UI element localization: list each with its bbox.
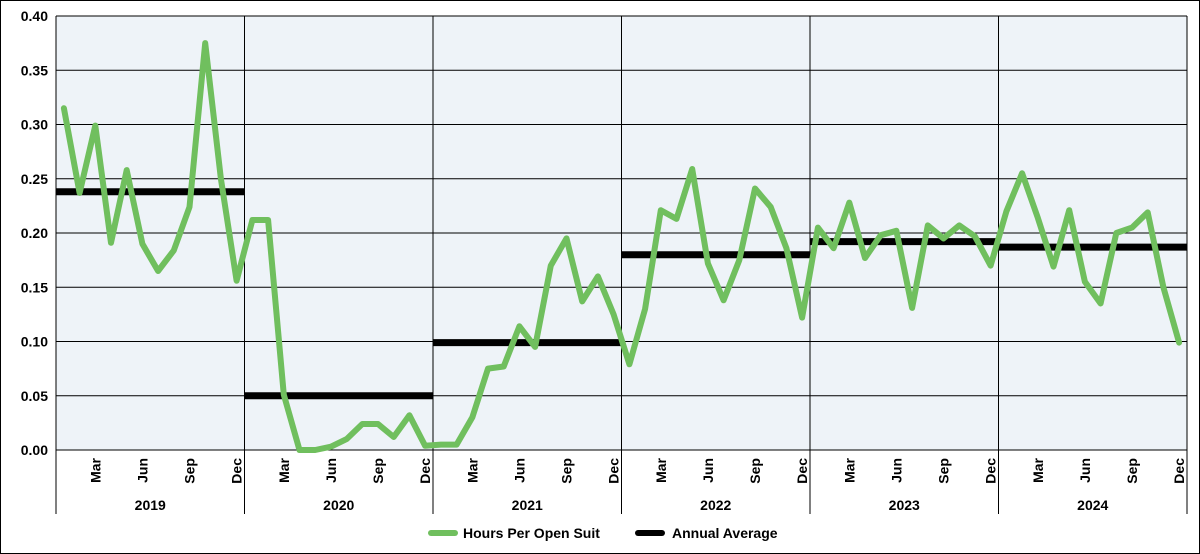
x-tick-label: Sep xyxy=(747,458,763,484)
x-tick-label: Sep xyxy=(936,458,952,484)
y-tick-label: 0.25 xyxy=(21,171,48,187)
x-tick-label: Sep xyxy=(1124,458,1140,484)
x-tick-label: Jun xyxy=(888,458,904,483)
x-tick-label: Dec xyxy=(983,458,999,484)
x-tick-label: Jun xyxy=(511,458,527,483)
legend: Hours Per Open Suit Annual Average xyxy=(428,525,778,541)
year-label: 2020 xyxy=(323,497,354,513)
y-tick-label: 0.30 xyxy=(21,117,48,133)
year-label: 2021 xyxy=(512,497,543,513)
x-tick-label: Sep xyxy=(370,458,386,484)
x-tick-label: Mar xyxy=(87,457,103,482)
x-tick-label: Dec xyxy=(417,458,433,484)
year-label: 2024 xyxy=(1077,497,1108,513)
y-tick-label: 0.20 xyxy=(21,225,48,241)
series-layer xyxy=(56,40,1187,453)
y-tick-label: 0.10 xyxy=(21,334,48,350)
x-tick-label: Jun xyxy=(700,458,716,483)
x-tick-label: Jun xyxy=(134,458,150,483)
y-tick-label: 0.00 xyxy=(21,442,48,458)
y-tick-label: 0.35 xyxy=(21,62,48,78)
x-tick-label: Mar xyxy=(1030,457,1046,482)
x-tick-label: Jun xyxy=(323,458,339,483)
x-tick-label: Mar xyxy=(276,457,292,482)
x-tick-label: Dec xyxy=(794,458,810,484)
year-label: 2023 xyxy=(889,497,920,513)
x-tick-label: Sep xyxy=(182,458,198,484)
x-tick-label: Mar xyxy=(653,457,669,482)
x-tick-label: Sep xyxy=(559,458,575,484)
y-axis: 0.00 0.05 0.10 0.15 0.20 0.25 0.30 0.35 0.40 xyxy=(21,8,1188,458)
x-tick-label: Jun xyxy=(1077,458,1093,483)
x-tick-label: Dec xyxy=(229,458,245,484)
y-tick-label: 0.05 xyxy=(21,388,48,404)
x-tick-label: Dec xyxy=(606,458,622,484)
x-tick-label: Mar xyxy=(841,457,857,482)
year-label: 2022 xyxy=(700,497,731,513)
legend-label-hours: Hours Per Open Suit xyxy=(463,525,600,541)
x-tick-label: Mar xyxy=(464,457,480,482)
year-label: 2019 xyxy=(135,497,166,513)
hours-per-open-suit-line xyxy=(60,40,1183,453)
y-tick-label: 0.15 xyxy=(21,279,48,295)
x-tick-label: Dec xyxy=(1171,458,1187,484)
y-tick-label: 0.40 xyxy=(21,8,48,24)
legend-label-average: Annual Average xyxy=(672,525,778,541)
